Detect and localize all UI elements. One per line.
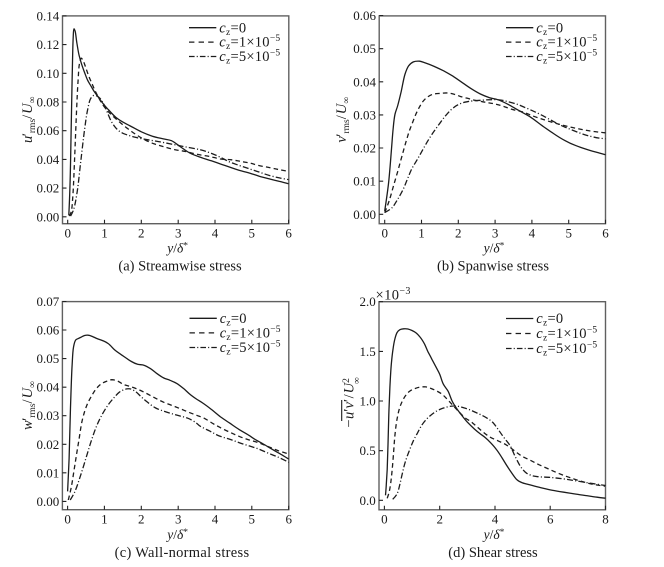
svg-text:8: 8 xyxy=(602,512,609,527)
svg-text:0.06: 0.06 xyxy=(36,323,59,338)
svg-text:y/δ*: y/δ* xyxy=(165,527,188,542)
svg-text:0.04: 0.04 xyxy=(37,152,60,167)
svg-text:5: 5 xyxy=(249,512,256,527)
svg-text:4: 4 xyxy=(529,226,536,241)
svg-text:cz=0: cz=0 xyxy=(536,311,563,329)
svg-text:cz=5×10−5: cz=5×10−5 xyxy=(536,341,597,359)
svg-text:0.04: 0.04 xyxy=(36,380,59,395)
svg-text:−u′v′/U2∞: −u′v′/U2∞ xyxy=(342,377,363,427)
svg-text:cz=0: cz=0 xyxy=(220,311,247,329)
svg-text:0.5: 0.5 xyxy=(360,443,376,458)
svg-text:u′rms/U∞: u′rms/U∞ xyxy=(20,96,38,143)
svg-text:0.01: 0.01 xyxy=(353,174,376,189)
svg-text:0.00: 0.00 xyxy=(353,207,376,222)
svg-text:4: 4 xyxy=(212,226,219,241)
svg-text:y/δ*: y/δ* xyxy=(165,241,188,256)
svg-text:cz=5×10−5: cz=5×10−5 xyxy=(219,49,280,67)
svg-text:0.02: 0.02 xyxy=(353,141,376,156)
svg-text:0.00: 0.00 xyxy=(36,494,59,509)
svg-text:0.07: 0.07 xyxy=(36,294,59,309)
svg-text:5: 5 xyxy=(565,226,572,241)
svg-text:0.12: 0.12 xyxy=(37,37,60,52)
svg-text:1.0: 1.0 xyxy=(360,394,376,409)
svg-text:0.14: 0.14 xyxy=(37,8,60,23)
svg-text:y/δ*: y/δ* xyxy=(482,527,505,542)
svg-text:w′rms/U∞: w′rms/U∞ xyxy=(20,381,38,430)
svg-text:1: 1 xyxy=(101,226,108,241)
svg-text:0: 0 xyxy=(64,512,71,527)
svg-text:0.00: 0.00 xyxy=(37,209,60,224)
svg-text:cz=5×10−5: cz=5×10−5 xyxy=(220,340,281,358)
svg-text:0.06: 0.06 xyxy=(37,123,60,138)
svg-text:0.08: 0.08 xyxy=(37,95,60,110)
svg-text:1.5: 1.5 xyxy=(360,344,376,359)
svg-text:4: 4 xyxy=(212,512,219,527)
svg-text:v′rms/U∞: v′rms/U∞ xyxy=(334,97,352,143)
svg-text:0.02: 0.02 xyxy=(36,437,59,452)
svg-text:y/δ*: y/δ* xyxy=(482,241,505,256)
svg-text:(c) Wall-normal stress: (c) Wall-normal stress xyxy=(115,545,250,561)
svg-text:3: 3 xyxy=(175,512,182,527)
svg-text:0.05: 0.05 xyxy=(353,41,376,56)
svg-text:4: 4 xyxy=(492,512,499,527)
svg-text:(d) Shear stress: (d) Shear stress xyxy=(448,545,538,561)
svg-text:cz=1×10−5: cz=1×10−5 xyxy=(536,34,597,52)
svg-text:2.0: 2.0 xyxy=(360,294,376,309)
svg-text:0: 0 xyxy=(64,226,71,241)
svg-text:0.02: 0.02 xyxy=(37,181,60,196)
svg-text:2: 2 xyxy=(436,512,443,527)
svg-text:1: 1 xyxy=(101,512,108,527)
svg-text:0.10: 0.10 xyxy=(37,66,60,81)
svg-text:1: 1 xyxy=(418,226,425,241)
svg-text:(a) Streamwise stress: (a) Streamwise stress xyxy=(118,259,242,275)
svg-text:2: 2 xyxy=(138,512,145,527)
svg-text:cz=0: cz=0 xyxy=(219,20,246,38)
svg-text:0.03: 0.03 xyxy=(353,107,376,122)
svg-text:0.05: 0.05 xyxy=(36,351,59,366)
svg-text:cz=1×10−5: cz=1×10−5 xyxy=(536,326,597,344)
svg-text:6: 6 xyxy=(285,226,292,241)
svg-text:2: 2 xyxy=(138,226,145,241)
svg-text:6: 6 xyxy=(547,512,554,527)
svg-text:(b) Spanwise stress: (b) Spanwise stress xyxy=(437,259,549,275)
svg-text:6: 6 xyxy=(602,226,609,241)
svg-text:3: 3 xyxy=(175,226,182,241)
svg-text:0: 0 xyxy=(381,226,388,241)
svg-text:0.01: 0.01 xyxy=(36,465,59,480)
svg-text:2: 2 xyxy=(455,226,462,241)
svg-text:3: 3 xyxy=(492,226,499,241)
svg-text:6: 6 xyxy=(285,512,292,527)
svg-text:0: 0 xyxy=(381,512,388,527)
svg-text:cz=1×10−5: cz=1×10−5 xyxy=(219,34,280,52)
svg-text:5: 5 xyxy=(249,226,256,241)
svg-text:0.06: 0.06 xyxy=(353,8,376,23)
svg-text:cz=5×10−5: cz=5×10−5 xyxy=(536,49,597,67)
svg-text:0.03: 0.03 xyxy=(36,408,59,423)
svg-text:cz=0: cz=0 xyxy=(536,20,563,38)
svg-text:cz=1×10−5: cz=1×10−5 xyxy=(220,325,281,343)
svg-text:0.04: 0.04 xyxy=(353,74,376,89)
svg-text:0.0: 0.0 xyxy=(360,493,376,508)
